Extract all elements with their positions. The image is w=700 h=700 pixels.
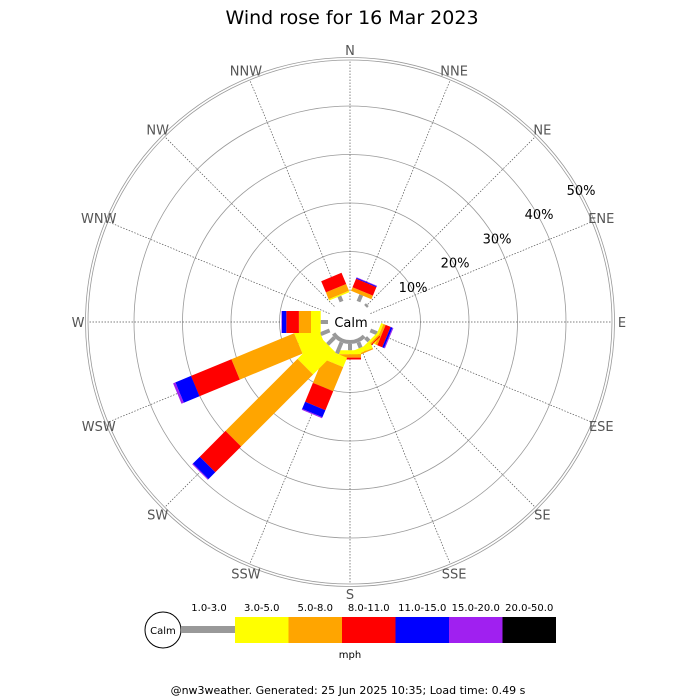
grid-ring-outer: [87, 59, 613, 585]
spoke: [358, 79, 451, 302]
bar-segment: [321, 272, 347, 293]
bar-segment: [382, 326, 393, 348]
spoke: [365, 136, 536, 307]
bar-segment: [175, 375, 200, 403]
radial-tick-label: 50%: [567, 184, 596, 199]
bar-segment: [231, 333, 303, 380]
calm-circle: [328, 300, 372, 344]
direction-label: NE: [533, 124, 551, 139]
spoke: [249, 79, 342, 302]
direction-label: SE: [534, 508, 550, 523]
bar-segment: [351, 287, 373, 300]
legend-label: 8.0-11.0: [348, 603, 390, 614]
calm-arc: [331, 332, 366, 344]
legend-swatch: [502, 617, 556, 643]
legend-swatch: [449, 617, 503, 643]
bar-segment: [311, 311, 321, 333]
bar-segment: [305, 382, 334, 411]
bar-segment: [364, 336, 371, 343]
direction-label: SSE: [442, 567, 467, 582]
direction-label: SW: [147, 508, 168, 523]
direction-label: WSW: [82, 420, 116, 435]
legend-swatch: [395, 617, 449, 643]
direction-label: NNW: [230, 65, 262, 80]
bar-segment: [326, 336, 336, 346]
bar-segment: [337, 295, 344, 303]
bar-segment: [335, 341, 344, 355]
bar-segment: [356, 277, 377, 287]
grid-ring: [85, 57, 615, 587]
legend-calm-label: Calm: [150, 626, 176, 637]
spoke: [358, 342, 451, 565]
legend-label: 20.0-50.0: [505, 603, 553, 614]
bar-segment: [356, 341, 363, 349]
footer-text: @nw3weather. Generated: 25 Jun 2025 10:3…: [171, 684, 526, 697]
legend-unit: mph: [339, 650, 361, 661]
direction-label: N: [345, 44, 355, 59]
bar-segment: [328, 290, 350, 301]
bar-segment: [173, 382, 184, 404]
bar-segment: [281, 311, 282, 333]
bar-segment: [352, 278, 377, 296]
direction-label: ESE: [589, 420, 614, 435]
direction-label: S: [346, 588, 354, 603]
legend-label: 1.0-3.0: [191, 603, 226, 614]
bar-segment: [384, 327, 394, 349]
legend-label: 3.0-5.0: [244, 603, 279, 614]
speed-legend: Calm 1.0-3.0 3.0-5.0 5.0-8.0 8.0-11.0 11.0-15…: [144, 603, 556, 661]
chart-title: Wind rose for 16 Mar 2023: [225, 7, 478, 29]
bar-segment: [377, 324, 391, 348]
grid-ring: [133, 105, 567, 539]
legend-label: 15.0-20.0: [452, 603, 500, 614]
bar-segment: [339, 350, 361, 355]
legend-swatch: [181, 626, 235, 633]
bar-segment: [191, 359, 240, 397]
bar-segment: [192, 463, 209, 480]
direction-label: NNE: [440, 65, 468, 80]
bar-segment: [281, 311, 287, 333]
bar-segment: [298, 311, 311, 333]
legend-swatch: [342, 617, 396, 643]
spoke: [370, 221, 593, 314]
bar-segment: [297, 336, 336, 375]
bar-segment: [301, 408, 323, 419]
direction-label: SSW: [231, 567, 261, 582]
spoke: [370, 330, 593, 423]
direction-label: W: [72, 316, 85, 331]
bar-segment: [375, 324, 386, 346]
radial-tick-label: 20%: [441, 257, 470, 272]
bar-segment: [319, 328, 331, 336]
bar-segment: [325, 284, 349, 300]
legend-label: 11.0-15.0: [398, 603, 446, 614]
calm-center: Calm: [328, 300, 372, 344]
calm-label: Calm: [334, 316, 367, 331]
spoke: [107, 221, 330, 314]
bar-segment: [192, 456, 216, 480]
direction-label: E: [618, 316, 626, 331]
spoke: [365, 337, 536, 508]
direction-label: ENE: [588, 212, 614, 227]
bar-segment: [302, 401, 326, 418]
bar-segment: [356, 277, 377, 288]
radial-tick-label: 30%: [483, 232, 512, 247]
bar-segment: [369, 328, 378, 336]
legend-swatch: [235, 617, 289, 643]
bar-segment: [356, 294, 364, 303]
bar-segment: [348, 344, 352, 351]
polar-grid: N NNE NE ENE E ESE SE SSE S SSW SW WSW W WNW NW NNW 10% 2…: [72, 44, 627, 603]
wind-bars: [173, 272, 394, 480]
bar-segment: [225, 358, 314, 447]
direction-label: NW: [146, 124, 169, 139]
legend-swatch: [288, 617, 342, 643]
bar-segment: [199, 430, 242, 473]
spoke: [164, 136, 335, 307]
legend-label: 5.0-8.0: [298, 603, 333, 614]
direction-label: WNW: [81, 212, 117, 227]
radial-tick-label: 10%: [399, 281, 428, 296]
radial-tick-label: 40%: [525, 208, 554, 223]
bar-segment: [364, 303, 369, 308]
bar-segment: [320, 320, 328, 324]
bar-segment: [286, 311, 299, 333]
